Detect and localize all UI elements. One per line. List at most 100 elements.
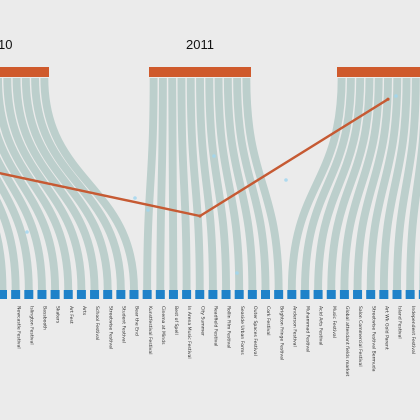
category-label: Skaters — [55, 306, 61, 324]
decorative-dot — [212, 154, 216, 158]
flow-ribbon — [301, 77, 355, 291]
category-square — [37, 290, 47, 299]
category-label: Islington Festival — [28, 306, 34, 345]
trend-line-layer — [0, 97, 390, 218]
category-label: Global attendant fields market — [344, 306, 350, 376]
category-label: Island Festival — [397, 306, 403, 339]
year-headers: 2010 2011 — [0, 37, 420, 77]
category-label: Best of Spell — [173, 306, 179, 335]
category-square — [24, 290, 34, 299]
decorative-dot — [133, 196, 137, 200]
decorative-dot — [235, 271, 239, 275]
category-square — [339, 290, 349, 299]
category-label: Muhammad Festival — [305, 306, 311, 352]
flow-ribbon — [340, 77, 383, 291]
category-square — [300, 290, 310, 299]
flow-ribbon — [0, 232, 7, 291]
category-square — [168, 290, 178, 299]
category-label: Cork Festival — [265, 306, 271, 336]
flow-ribbon — [40, 77, 138, 291]
flow-ribbon — [143, 77, 158, 291]
category-label: Kunstfestival Festival — [147, 306, 153, 354]
flow-ribbon — [314, 77, 365, 291]
category-square — [90, 290, 100, 299]
category-square — [129, 290, 139, 299]
flow-ribbon — [353, 77, 392, 291]
category-label: Student Festival — [120, 306, 126, 343]
year-header-bar — [149, 67, 251, 77]
flow-ribbon — [0, 198, 20, 291]
trend-point — [198, 214, 202, 218]
category-label: Rollin Film Festival — [226, 306, 232, 348]
category-label: Art Wk Gold Parent — [383, 306, 389, 350]
category-square — [182, 290, 192, 299]
category-label: School Festival — [94, 306, 100, 340]
category-square — [418, 290, 420, 299]
category-square — [326, 290, 336, 299]
category-squares — [0, 290, 420, 299]
category-labels: Newcastle Festival Islington Festival Bass… — [15, 306, 416, 376]
flow-ribbon — [168, 77, 178, 291]
flow-ribbon — [3, 77, 86, 291]
category-square — [195, 290, 205, 299]
category-label: Streetwise Festival — [107, 306, 113, 349]
year-header-bar — [337, 67, 420, 77]
category-label: Bassbooth — [42, 306, 48, 330]
flow-ribbon — [0, 130, 60, 291]
category-square — [261, 290, 270, 299]
category-square — [366, 290, 376, 299]
category-square — [63, 290, 73, 299]
category-square — [116, 290, 126, 299]
category-label: Readfield Festival — [213, 306, 219, 346]
category-square — [11, 290, 21, 299]
flow-ribbon — [0, 77, 73, 291]
category-label: Music Festival — [331, 306, 337, 338]
category-square — [379, 290, 389, 299]
category-square — [313, 290, 323, 299]
category-square — [234, 290, 244, 299]
category-label: Cinema at Minds — [160, 306, 166, 345]
decorative-dot — [146, 208, 150, 212]
category-square — [287, 290, 297, 299]
category-label: Brighton Fringe Festival — [278, 306, 284, 360]
flow-ribbon — [31, 77, 125, 291]
flow-ribbon — [156, 77, 167, 291]
category-label: Art Fest — [68, 306, 74, 324]
flow-ribbon — [223, 77, 257, 291]
category-square — [208, 290, 218, 299]
decorative-dot — [284, 178, 288, 182]
flow-ribbon — [242, 77, 283, 291]
flow-ribbon — [287, 77, 346, 291]
category-label: Streetwise Festival Bermuda — [370, 306, 376, 372]
category-label: Acid Arts Festival — [318, 306, 324, 345]
category-square — [392, 290, 402, 299]
flow-ribbons — [0, 77, 420, 291]
year-header-bar — [0, 67, 49, 77]
decorative-dot — [25, 230, 29, 234]
category-square — [0, 290, 7, 299]
flow-ribbon — [205, 77, 230, 291]
category-label: Salon Commercial Festival — [357, 306, 363, 367]
category-square — [155, 290, 165, 299]
category-label: Outer Spaces Festival — [252, 306, 258, 356]
flow-ribbon — [186, 77, 204, 291]
category-label: Anderson Festival — [291, 306, 297, 347]
year-label: 2010 — [0, 37, 12, 52]
category-square — [50, 290, 60, 299]
flow-ribbon — [196, 77, 217, 291]
flow-ribbon — [177, 77, 191, 291]
category-square — [405, 290, 415, 299]
flow-ribbon — [214, 77, 244, 291]
category-square — [274, 290, 284, 299]
category-label: Arts — [81, 306, 87, 316]
flow-ribbon — [406, 123, 420, 291]
category-label: In Arena Music Festival — [186, 306, 192, 359]
category-label: Newcastle Festival — [15, 306, 21, 349]
flow-ribbon — [0, 176, 33, 291]
flow-ribbon — [366, 77, 402, 291]
category-label: Bear the End — [134, 306, 140, 336]
category-square — [76, 290, 86, 299]
category-square — [247, 290, 257, 299]
year-label: 2011 — [186, 37, 214, 52]
